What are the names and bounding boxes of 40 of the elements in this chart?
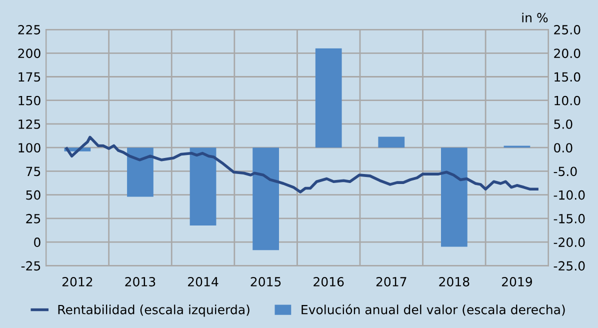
bar xyxy=(440,148,468,247)
legend-label: Evolución anual del valor (escala derecha) xyxy=(302,304,565,316)
y2-tick-label: -25.0 xyxy=(554,261,585,271)
x-tick-label: 2016 xyxy=(314,277,344,286)
y-tick-label: 100 xyxy=(18,143,40,153)
x-tick-label: 2017 xyxy=(376,277,406,286)
bar xyxy=(127,148,154,197)
y-tick-label: -25 xyxy=(21,261,40,271)
x-tick-label: 2015 xyxy=(250,277,281,286)
y-tick-label: 25 xyxy=(26,214,40,224)
y2-tick-label: 5.0 xyxy=(554,119,572,129)
y2-tick-label: -5.0 xyxy=(554,166,577,176)
bar xyxy=(252,148,279,250)
y2-tick-label: -15.0 xyxy=(554,214,585,224)
y-tick-label: 200 xyxy=(18,48,40,58)
y2-tick-label: 25.0 xyxy=(554,24,580,34)
y2-axis-title: in % xyxy=(522,12,548,22)
y-tick-label: 75 xyxy=(26,166,40,176)
y-tick-label: 0 xyxy=(34,238,40,247)
x-tick-label: 2014 xyxy=(188,277,218,286)
x-tick-label: 2013 xyxy=(125,277,156,286)
y-tick-label: 125 xyxy=(18,119,40,129)
y2-tick-label: 20.0 xyxy=(554,48,580,58)
x-tick-label: 2019 xyxy=(502,277,532,286)
y2-tick-label: 10.0 xyxy=(554,96,580,106)
y2-tick-label: -20.0 xyxy=(554,238,585,247)
y2-tick-label: 15.0 xyxy=(554,72,580,82)
x-tick-label: 2012 xyxy=(62,277,92,286)
bar xyxy=(190,148,216,226)
y-tick-label: 50 xyxy=(26,190,40,200)
line-series xyxy=(65,136,538,194)
y-tick-label: 175 xyxy=(18,72,40,82)
x-tick-label: 2018 xyxy=(439,277,470,286)
y-tick-label: 150 xyxy=(18,96,40,106)
y2-tick-label: 0.0 xyxy=(554,143,572,153)
bar xyxy=(315,48,342,148)
y-tick-label: 225 xyxy=(18,24,40,34)
y2-tick-label: -10.0 xyxy=(554,190,585,200)
legend-label: Rentabilidad (escala izquierda) xyxy=(58,304,250,317)
bar xyxy=(378,136,405,148)
